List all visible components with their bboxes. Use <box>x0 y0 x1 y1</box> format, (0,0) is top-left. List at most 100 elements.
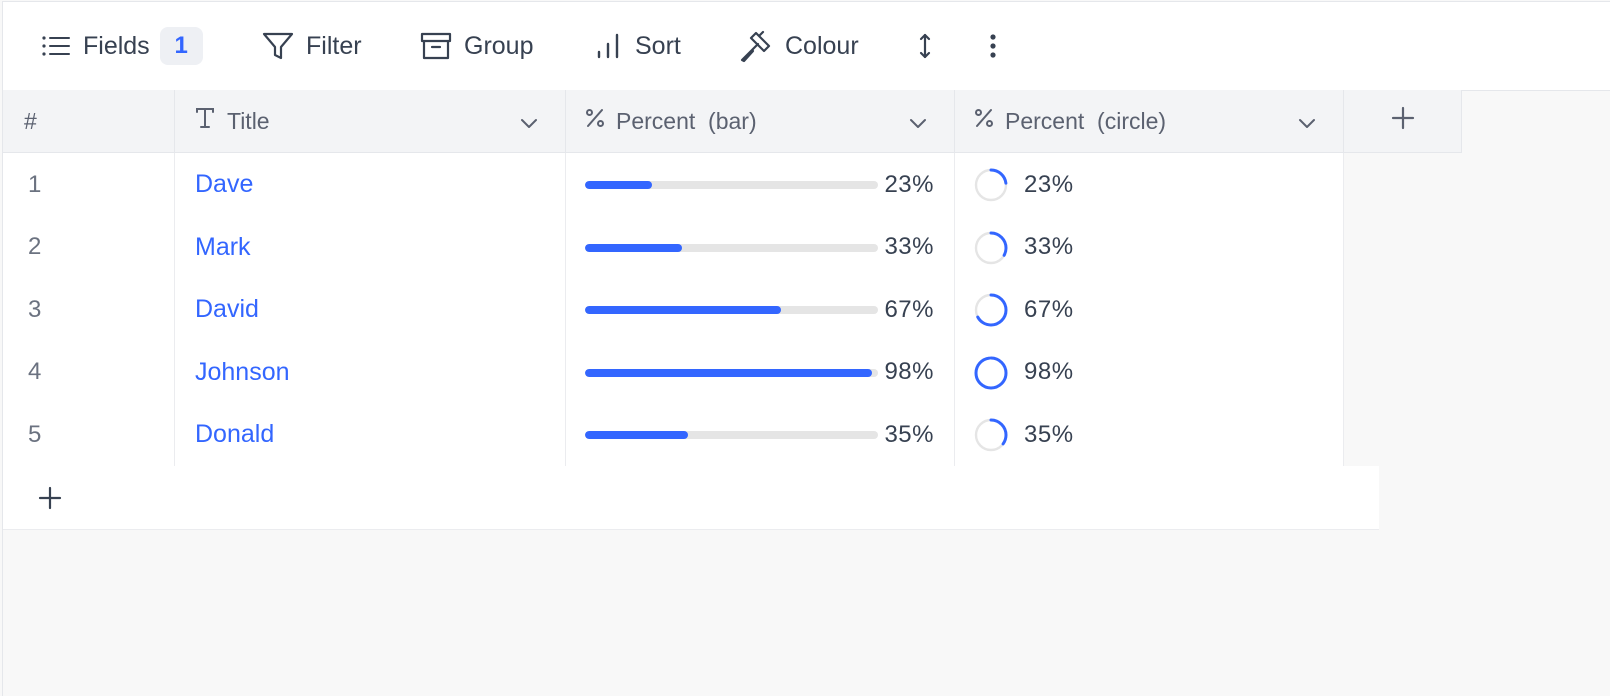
sort-label: Sort <box>635 31 681 60</box>
title-link[interactable]: Johnson <box>195 357 290 386</box>
row-index: 4 <box>28 358 42 385</box>
percent-value: 35% <box>884 420 934 448</box>
table-row[interactable]: 5 Donald 35% 35% <box>3 403 1379 467</box>
filter-icon <box>262 31 294 61</box>
row-index: 3 <box>28 295 42 323</box>
sort-button[interactable]: Sort <box>593 24 681 68</box>
table-row[interactable]: 1 Dave 23% 23% <box>3 153 1379 217</box>
percent-type-icon <box>973 107 995 135</box>
index-header-label: # <box>24 107 37 134</box>
list-icon <box>41 34 71 58</box>
title-cell[interactable]: Dave <box>175 153 566 217</box>
percent-bar-cell[interactable]: 98% <box>566 340 955 405</box>
fields-label: Fields <box>83 31 150 60</box>
progress-bar-track <box>585 306 878 314</box>
archive-box-icon <box>420 31 452 61</box>
bar-chart-icon <box>593 31 623 61</box>
table-row[interactable]: 4 Johnson 98% 98% <box>3 340 1379 405</box>
percent-bar-cell[interactable]: 35% <box>566 403 955 467</box>
filter-button[interactable]: Filter <box>262 24 362 68</box>
percent-value: 67% <box>884 295 934 323</box>
percent-circle-cell[interactable]: 35% <box>955 403 1344 467</box>
colour-label: Colour <box>785 31 859 60</box>
paint-brush-icon <box>739 29 773 63</box>
title-link[interactable]: Mark <box>195 232 251 261</box>
title-header-label: Title <box>227 107 270 134</box>
table-row[interactable]: 3 David 67% 67% <box>3 278 1379 342</box>
row-index-cell: 3 <box>3 278 175 342</box>
progress-ring <box>973 292 1009 333</box>
table-row[interactable]: 2 Mark 33% 33% <box>3 215 1379 280</box>
row-index: 2 <box>28 233 42 260</box>
add-row-button[interactable] <box>3 465 1379 530</box>
title-cell[interactable]: Johnson <box>175 340 566 405</box>
progress-bar-track <box>585 243 878 252</box>
progress-ring <box>973 167 1009 208</box>
column-header-title[interactable]: Title <box>175 90 566 153</box>
colour-button[interactable]: Colour <box>739 24 859 68</box>
column-header-percent-circle[interactable]: Percent (circle) <box>955 90 1344 153</box>
progress-ring <box>973 230 1009 271</box>
more-options-button[interactable] <box>983 24 1003 68</box>
progress-bar-fill <box>585 243 682 252</box>
percent-bar-cell[interactable]: 67% <box>566 278 955 342</box>
percent-value: 33% <box>884 233 934 260</box>
text-type-icon <box>193 106 217 136</box>
percent-value: 67% <box>1024 295 1074 323</box>
group-button[interactable]: Group <box>420 24 533 68</box>
progress-bar-fill <box>585 306 782 314</box>
percent-value: 23% <box>1024 170 1074 198</box>
progress-ring <box>973 355 1009 396</box>
row-index-cell: 5 <box>3 403 175 467</box>
row-index-cell: 2 <box>3 215 175 280</box>
chevron-down-icon[interactable] <box>1297 112 1317 139</box>
progress-bar-track <box>585 431 878 439</box>
row-index-cell: 1 <box>3 153 175 217</box>
percent-bar-cell[interactable]: 23% <box>566 153 955 217</box>
title-cell[interactable]: Donald <box>175 403 566 467</box>
row-index-cell: 4 <box>3 340 175 405</box>
percent-circle-cell[interactable]: 33% <box>955 215 1344 280</box>
percent-circle-cell[interactable]: 23% <box>955 153 1344 217</box>
percent-value: 35% <box>1024 420 1074 448</box>
title-link[interactable]: Dave <box>195 170 254 198</box>
column-header-index: # <box>3 90 175 153</box>
vertical-arrows-icon <box>913 31 937 61</box>
filter-label: Filter <box>306 31 362 60</box>
percent-type-icon <box>584 107 606 135</box>
progress-bar-fill <box>585 181 653 189</box>
fields-count-badge: 1 <box>159 27 203 65</box>
column-header-percent-bar[interactable]: Percent (bar) <box>566 90 955 153</box>
title-cell[interactable]: David <box>175 278 566 342</box>
progress-bar-fill <box>585 431 688 439</box>
progress-ring <box>973 417 1009 458</box>
title-cell[interactable]: Mark <box>175 215 566 280</box>
progress-bar-track <box>585 368 878 377</box>
plus-icon <box>1390 105 1416 137</box>
title-link[interactable]: Donald <box>195 420 275 448</box>
progress-bar-track <box>585 181 878 189</box>
percent-circle-cell[interactable]: 98% <box>955 340 1344 405</box>
percent-bar-cell[interactable]: 33% <box>566 215 955 280</box>
group-label: Group <box>464 31 534 60</box>
percent-value: 98% <box>884 358 934 385</box>
circle-header-label: Percent (circle) <box>1005 107 1167 134</box>
bar-header-label: Percent (bar) <box>616 107 757 134</box>
percent-value: 98% <box>1024 358 1074 385</box>
row-index: 1 <box>28 170 42 198</box>
row-index: 5 <box>28 420 42 448</box>
percent-value: 23% <box>884 170 934 198</box>
chevron-down-icon[interactable] <box>519 112 539 139</box>
progress-bar-fill <box>585 368 873 377</box>
fields-button[interactable]: Fields 1 <box>41 24 203 68</box>
add-column-button[interactable] <box>1344 90 1462 153</box>
chevron-down-icon[interactable] <box>908 112 928 139</box>
row-height-button[interactable] <box>913 24 937 68</box>
plus-icon <box>38 486 62 515</box>
toolbar: Fields 1 Filter Group <box>3 2 1610 91</box>
more-vertical-icon <box>983 31 1003 61</box>
percent-circle-cell[interactable]: 67% <box>955 278 1344 342</box>
percent-value: 33% <box>1024 233 1074 260</box>
title-link[interactable]: David <box>195 295 259 323</box>
